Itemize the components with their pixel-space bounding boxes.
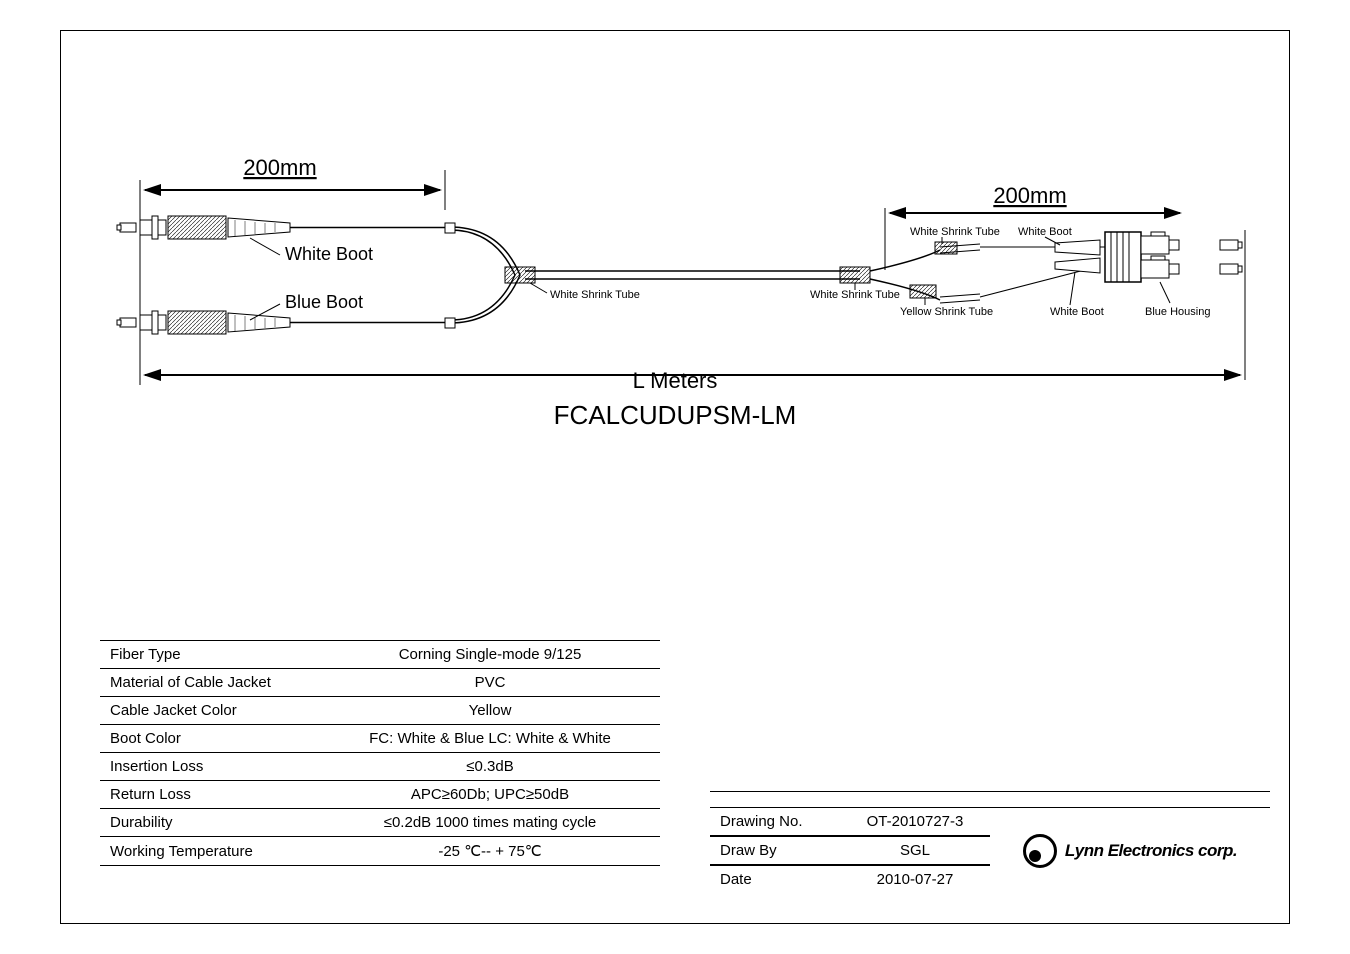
spec-label: Insertion Loss	[100, 753, 320, 781]
label-white-shrink-r2: White Shrink Tube	[910, 226, 1000, 238]
spec-value: Yellow	[320, 697, 660, 725]
spec-value: ≤0.2dB 1000 times mating cycle	[320, 809, 660, 837]
spec-row: Cable Jacket ColorYellow	[100, 697, 660, 725]
spec-row: Boot ColorFC: White & Blue LC: White & W…	[100, 725, 660, 753]
spec-label: Return Loss	[100, 781, 320, 809]
label-blue-boot: Blue Boot	[285, 292, 363, 312]
spec-label: Boot Color	[100, 725, 320, 753]
title-block: Drawing No. OT-2010727-3 Draw By SGL Dat…	[710, 791, 1270, 893]
tb-val-0: OT-2010727-3	[840, 807, 990, 836]
label-white-shrink-r: White Shrink Tube	[810, 289, 900, 301]
part-number: FCALCUDUPSM-LM	[0, 400, 1350, 431]
dim-right: 200mm	[993, 183, 1066, 208]
spec-label: Material of Cable Jacket	[100, 669, 320, 697]
tb-label-1: Draw By	[710, 836, 840, 865]
label-white-boot: White Boot	[285, 244, 373, 264]
spec-value: FC: White & Blue LC: White & White	[320, 725, 660, 753]
lc-duplex	[1105, 232, 1179, 282]
company-logo-icon	[1023, 834, 1057, 868]
company-logo-cell: Lynn Electronics corp.	[990, 807, 1270, 893]
spec-row: Fiber TypeCorning Single-mode 9/125	[100, 641, 660, 669]
spec-label: Durability	[100, 809, 320, 837]
label-yellow-shrink: Yellow Shrink Tube	[900, 306, 993, 318]
fc-connector-top	[117, 216, 450, 239]
tb-label-2: Date	[710, 865, 840, 893]
spec-row: Durability≤0.2dB 1000 times mating cycle	[100, 809, 660, 837]
spec-value: -25 ℃-- + 75℃	[320, 837, 660, 866]
label-white-shrink-l: White Shrink Tube	[550, 289, 640, 301]
spec-label: Cable Jacket Color	[100, 697, 320, 725]
spec-value: PVC	[320, 669, 660, 697]
spec-value: ≤0.3dB	[320, 753, 660, 781]
spec-row: Material of Cable JacketPVC	[100, 669, 660, 697]
label-white-boot-r: White Boot	[1018, 226, 1072, 238]
label-blue-housing: Blue Housing	[1145, 306, 1210, 318]
tb-label-0: Drawing No.	[710, 807, 840, 836]
spec-row: Return LossAPC≥60Db; UPC≥50dB	[100, 781, 660, 809]
tb-val-1: SGL	[840, 836, 990, 865]
spec-row: Insertion Loss≤0.3dB	[100, 753, 660, 781]
spec-value: APC≥60Db; UPC≥50dB	[320, 781, 660, 809]
fc-connector-bottom	[117, 311, 450, 334]
spec-value: Corning Single-mode 9/125	[320, 641, 660, 669]
tb-val-2: 2010-07-27	[840, 865, 990, 893]
spec-label: Working Temperature	[100, 837, 320, 866]
label-white-boot-r2: White Boot	[1050, 306, 1104, 318]
dim-left: 200mm	[243, 155, 316, 180]
connector-diagram: 200mm	[110, 120, 1250, 380]
spec-row: Working Temperature-25 ℃-- + 75℃	[100, 837, 660, 866]
spec-label: Fiber Type	[100, 641, 320, 669]
specs-table: Fiber TypeCorning Single-mode 9/125Mater…	[100, 640, 660, 866]
l-meters-label: L Meters	[0, 368, 1350, 394]
company-name: Lynn Electronics corp.	[1065, 841, 1237, 861]
